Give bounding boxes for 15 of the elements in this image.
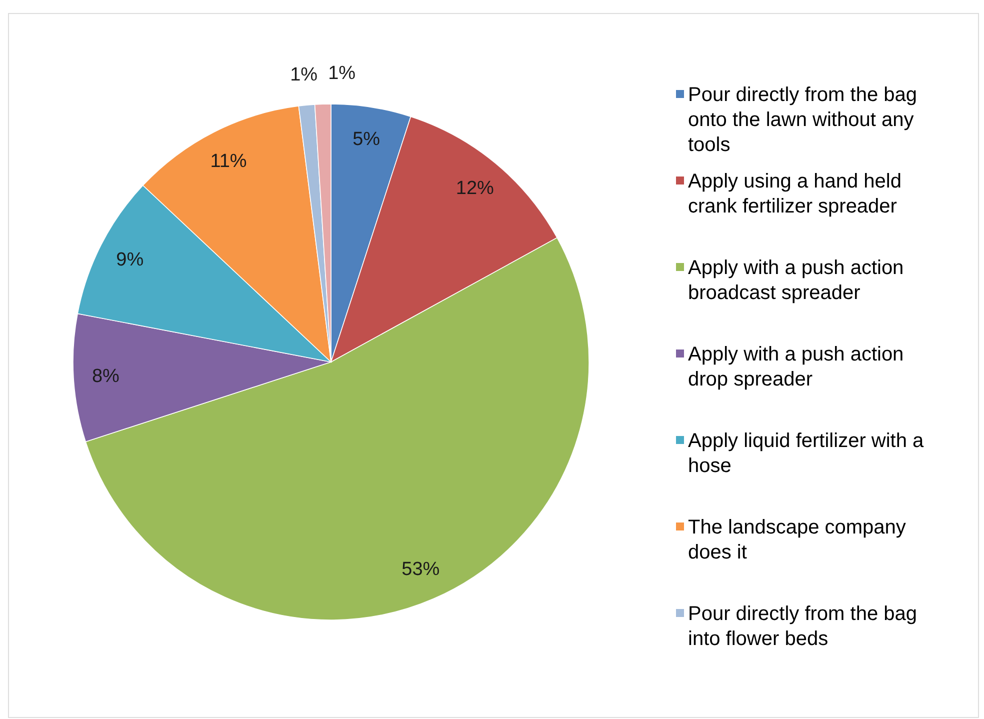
data-label: 1%	[290, 64, 318, 86]
legend-label: Apply liquid fertilizer with a hose	[688, 430, 925, 477]
data-label: 9%	[116, 250, 144, 271]
legend-label: The landscape company does it	[688, 516, 906, 564]
data-label: 11%	[210, 150, 247, 172]
legend-label: Pour directly from the bag onto the lawn without any tools	[688, 84, 917, 156]
data-label: 8%	[92, 366, 120, 388]
data-label: 5%	[352, 129, 380, 150]
data-label: 1%	[328, 63, 356, 84]
legend-label: Pour directly from the bag into flower beds	[688, 603, 917, 650]
legend-label: Apply with a push action broadcast spreader	[688, 257, 904, 304]
data-label: 12%	[456, 178, 494, 200]
data-label: 53%	[402, 559, 440, 580]
legend-label: Apply using a hand held crank fertilizer spreader	[688, 170, 902, 218]
legend-label: Apply with a push action drop spreader	[688, 344, 904, 390]
